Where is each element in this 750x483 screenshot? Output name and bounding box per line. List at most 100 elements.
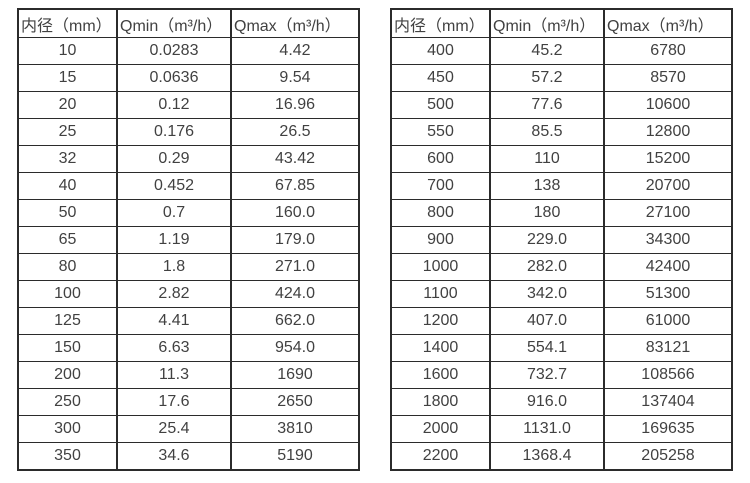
table-cell: 11.3 (116, 361, 232, 389)
table-cell: 51300 (603, 280, 733, 308)
table-cell: 700 (390, 172, 491, 200)
table-row: 150 6.63 954.0 (17, 334, 360, 362)
table-cell: 50 (17, 199, 118, 227)
table-cell: 424.0 (230, 280, 360, 308)
table-cell: 205258 (603, 442, 733, 471)
table-cell: 1800 (390, 388, 491, 416)
table-header: 内径（mm） Qmin（m³/h） Qmax（m³/h） (390, 8, 733, 38)
table-cell: 65 (17, 226, 118, 254)
table-row: 250 17.6 2650 (17, 388, 360, 416)
table-cell: 282.0 (489, 253, 605, 281)
header-cell-qmax: Qmax（m³/h） (603, 8, 733, 38)
table-row: 800 180 27100 (390, 199, 733, 227)
table-cell: 1690 (230, 361, 360, 389)
table-cell: 4.41 (116, 307, 232, 335)
table-cell: 108566 (603, 361, 733, 389)
table-row: 550 85.5 12800 (390, 118, 733, 146)
table-cell: 25.4 (116, 415, 232, 443)
table-cell: 34.6 (116, 442, 232, 471)
table-cell: 17.6 (116, 388, 232, 416)
table-row: 2000 1131.0 169635 (390, 415, 733, 443)
table-cell: 250 (17, 388, 118, 416)
table-cell: 9.54 (230, 64, 360, 92)
header-cell-qmin: Qmin（m³/h） (489, 8, 605, 38)
table-cell: 1600 (390, 361, 491, 389)
table-row: 40 0.452 67.85 (17, 172, 360, 200)
table-cell: 400 (390, 37, 491, 65)
table-row: 1600 732.7 108566 (390, 361, 733, 389)
table-cell: 1400 (390, 334, 491, 362)
table-cell: 20 (17, 91, 118, 119)
table-row: 300 25.4 3810 (17, 415, 360, 443)
table-cell: 15200 (603, 145, 733, 173)
table-row: 600 110 15200 (390, 145, 733, 173)
table-row: 80 1.8 271.0 (17, 253, 360, 281)
table-cell: 5190 (230, 442, 360, 471)
table-cell: 67.85 (230, 172, 360, 200)
table-cell: 25 (17, 118, 118, 146)
table-cell: 900 (390, 226, 491, 254)
table-row: 1200 407.0 61000 (390, 307, 733, 335)
table-cell: 4.42 (230, 37, 360, 65)
table-cell: 1.19 (116, 226, 232, 254)
table-cell: 12800 (603, 118, 733, 146)
table-cell: 180 (489, 199, 605, 227)
table-row: 65 1.19 179.0 (17, 226, 360, 254)
table-cell: 3810 (230, 415, 360, 443)
table-cell: 1.8 (116, 253, 232, 281)
table-row: 450 57.2 8570 (390, 64, 733, 92)
table-row: 125 4.41 662.0 (17, 307, 360, 335)
table-cell: 1100 (390, 280, 491, 308)
table-cell: 229.0 (489, 226, 605, 254)
table-row: 10 0.0283 4.42 (17, 37, 360, 65)
table-cell: 150 (17, 334, 118, 362)
table-row: 200 11.3 1690 (17, 361, 360, 389)
table-cell: 40 (17, 172, 118, 200)
table-row: 350 34.6 5190 (17, 442, 360, 471)
table-cell: 32 (17, 145, 118, 173)
table-cell: 15 (17, 64, 118, 92)
table-cell: 77.6 (489, 91, 605, 119)
table-cell: 271.0 (230, 253, 360, 281)
table-cell: 0.452 (116, 172, 232, 200)
table-cell: 0.0283 (116, 37, 232, 65)
table-cell: 0.7 (116, 199, 232, 227)
table-row: 20 0.12 16.96 (17, 91, 360, 119)
table-row: 50 0.7 160.0 (17, 199, 360, 227)
header-row: 内径（mm） Qmin（m³/h） Qmax（m³/h） (390, 8, 733, 38)
table-cell: 500 (390, 91, 491, 119)
table-cell: 16.96 (230, 91, 360, 119)
table-cell: 110 (489, 145, 605, 173)
table-cell: 34300 (603, 226, 733, 254)
table-body: 400 45.2 6780 450 57.2 8570 500 77.6 10600 550 85.… (390, 37, 733, 471)
table-cell: 100 (17, 280, 118, 308)
table-cell: 1368.4 (489, 442, 605, 471)
table-row: 700 138 20700 (390, 172, 733, 200)
table-cell: 954.0 (230, 334, 360, 362)
table-cell: 20700 (603, 172, 733, 200)
table-cell: 600 (390, 145, 491, 173)
table-cell: 57.2 (489, 64, 605, 92)
table-cell: 42400 (603, 253, 733, 281)
table-cell: 125 (17, 307, 118, 335)
table-row: 1800 916.0 137404 (390, 388, 733, 416)
table-cell: 26.5 (230, 118, 360, 146)
table-cell: 169635 (603, 415, 733, 443)
table-cell: 2.82 (116, 280, 232, 308)
table-cell: 8570 (603, 64, 733, 92)
header-cell-diameter: 内径（mm） (390, 8, 491, 38)
table-row: 25 0.176 26.5 (17, 118, 360, 146)
table-cell: 2650 (230, 388, 360, 416)
table-cell: 550 (390, 118, 491, 146)
table-cell: 137404 (603, 388, 733, 416)
table-cell: 1000 (390, 253, 491, 281)
table-cell: 2200 (390, 442, 491, 471)
table-cell: 2000 (390, 415, 491, 443)
table-cell: 10 (17, 37, 118, 65)
table-cell: 350 (17, 442, 118, 471)
table-cell: 6780 (603, 37, 733, 65)
table-cell: 61000 (603, 307, 733, 335)
table-cell: 662.0 (230, 307, 360, 335)
table-row: 2200 1368.4 205258 (390, 442, 733, 471)
header-cell-qmax: Qmax（m³/h） (230, 8, 360, 38)
